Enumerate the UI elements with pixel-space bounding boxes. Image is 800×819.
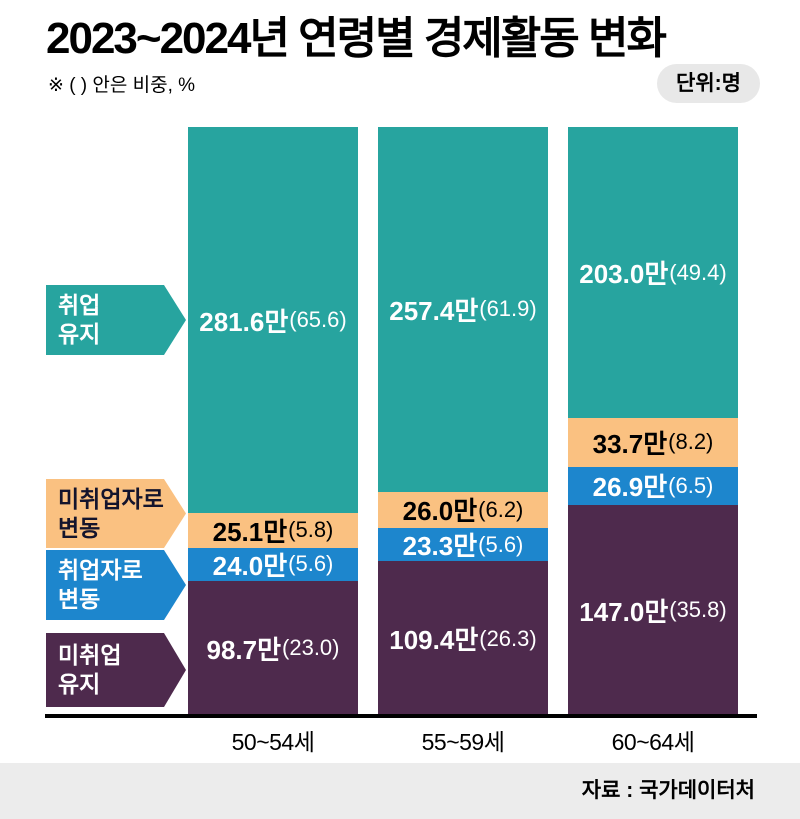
chart-note: ※ ( ) 안은 비중, % <box>48 75 196 96</box>
legend-changed-to-employed: 취업자로 변동 <box>46 550 186 620</box>
segment-changed-to-unemployed: 25.1만 (5.8) <box>188 513 358 548</box>
segment-share-label: (8.2) <box>668 429 714 455</box>
x-axis-label: 50~54세 <box>231 729 315 755</box>
segment-value-label: 281.6만 <box>199 306 289 337</box>
source-strip: 자료 : 국가데이터처 <box>0 763 800 819</box>
segment-share-label: (49.4) <box>669 259 727 285</box>
segment-share-label: (6.5) <box>668 472 714 498</box>
unit-badge: 단위:명 <box>657 64 760 103</box>
segment-changed-to-employed: 26.9만 (6.5) <box>568 466 738 505</box>
segment-value-label: 26.0만 <box>402 496 478 527</box>
segment-employment-maintained: 257.4만 (61.9) <box>378 127 548 492</box>
segment-share-label: (35.8) <box>669 597 727 623</box>
bar-55-59: 257.4만 (61.9) 26.0만 (6.2) 23.3만 (5.6) 109.4만 (2… <box>378 127 548 716</box>
segment-employment-maintained: 281.6만 (65.6) <box>188 127 358 514</box>
segment-unemployment-maintained: 98.7만 (23.0) <box>188 580 358 716</box>
segment-share-label: (6.2) <box>478 496 524 522</box>
segment-value-label: 33.7만 <box>592 428 668 459</box>
segment-share-label: (5.6) <box>478 531 524 557</box>
x-axis-label: 60~64세 <box>611 729 695 755</box>
segment-changed-to-employed: 24.0만 (5.6) <box>188 547 358 581</box>
bar-50-54: 281.6만 (65.6) 25.1만 (5.8) 24.0만 (5.6) 98.7만 (23… <box>188 127 358 716</box>
legend-label-line: 변동 <box>58 514 101 541</box>
segment-changed-to-employed: 23.3만 (5.6) <box>378 528 548 561</box>
x-axis-label: 55~59세 <box>421 729 505 755</box>
legend-label-line: 미취업 <box>58 642 122 669</box>
segment-unemployment-maintained: 147.0만 (35.8) <box>568 504 738 716</box>
segment-value-label: 26.9만 <box>592 472 668 503</box>
page-title: 2023~2024년 연령별 경제활동 변화 <box>46 14 667 63</box>
source-text: 자료 : 국가데이터처 <box>581 779 755 802</box>
segment-employment-maintained: 203.0만 (49.4) <box>568 127 738 419</box>
bar-60-64: 203.0만 (49.4) 33.7만 (8.2) 26.9만 (6.5) 147.0만 (3… <box>568 127 738 716</box>
x-axis-line <box>45 714 757 718</box>
legend-label-line: 유지 <box>58 321 101 347</box>
segment-share-label: (5.8) <box>288 517 334 543</box>
segment-unemployment-maintained: 109.4만 (26.3) <box>378 561 548 716</box>
legend-label-line: 변동 <box>58 586 101 612</box>
legend-label-line: 유지 <box>58 671 101 697</box>
segment-share-label: (26.3) <box>479 625 537 651</box>
legend-unemployment-maintained: 미취업 유지 <box>46 633 186 707</box>
segment-value-label: 24.0만 <box>212 550 288 581</box>
legend-label-line: 취업자로 <box>58 557 143 584</box>
segment-value-label: 25.1만 <box>212 516 288 547</box>
legend-label-line: 미취업자로 <box>58 485 164 512</box>
segment-value-label: 98.7만 <box>206 634 282 665</box>
segment-changed-to-unemployed: 26.0만 (6.2) <box>378 491 548 529</box>
segment-value-label: 109.4만 <box>389 625 479 656</box>
segment-share-label: (61.9) <box>479 296 537 322</box>
segment-value-label: 23.3만 <box>402 531 478 562</box>
segment-changed-to-unemployed: 33.7만 (8.2) <box>568 418 738 467</box>
legend-employment-maintained: 취업 유지 <box>46 285 186 355</box>
segment-value-label: 257.4만 <box>389 295 479 326</box>
segment-value-label: 147.0만 <box>579 596 669 627</box>
segment-share-label: (65.6) <box>289 307 347 333</box>
segment-share-label: (23.0) <box>282 635 340 661</box>
legend-changed-to-unemployed: 미취업자로 변동 <box>46 479 186 548</box>
legend-label-line: 취업 <box>58 292 101 319</box>
segment-value-label: 203.0만 <box>579 259 669 290</box>
segment-share-label: (5.6) <box>288 551 334 577</box>
